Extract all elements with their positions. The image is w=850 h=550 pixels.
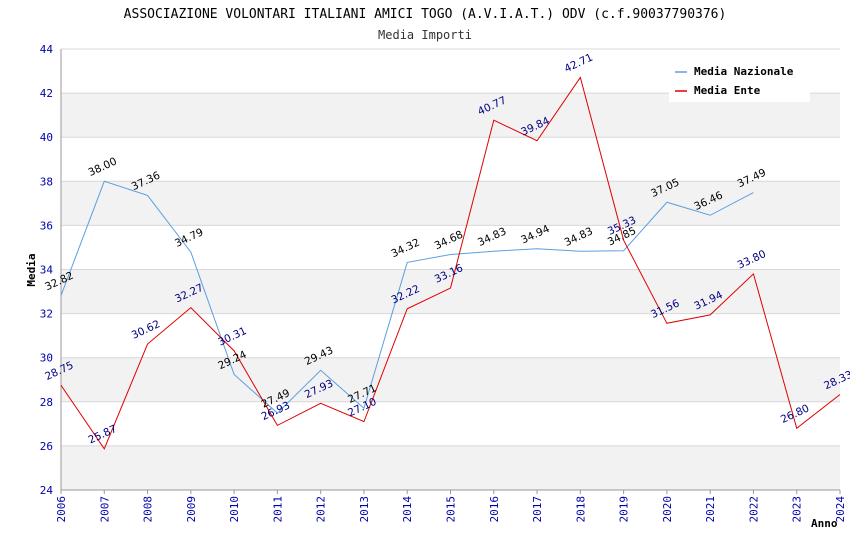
- chart-title: ASSOCIAZIONE VOLONTARI ITALIANI AMICI TO…: [124, 7, 727, 22]
- x-axis-ticks: 2006 2007 2008 2009 2010 2011 2012 2013 2014 2015…: [55, 496, 847, 523]
- y-tick-label: 28: [40, 396, 53, 409]
- x-tick-label: 2019: [618, 496, 631, 523]
- plot-band: [61, 445, 840, 490]
- series-lines: [60, 76, 841, 450]
- legend: Media Nazionale Media Ente: [669, 60, 810, 102]
- data-label-nazionale: 34.83: [476, 225, 508, 249]
- series-line-nazionale: [60, 180, 754, 414]
- x-tick-label: 2018: [574, 496, 587, 523]
- plot-band: [61, 181, 840, 226]
- legend-label-ente: Media Ente: [694, 84, 761, 97]
- data-label-nazionale: 34.83: [563, 225, 595, 249]
- data-label-ente: 30.62: [130, 318, 162, 342]
- y-tick-label: 24: [40, 484, 54, 497]
- x-tick-label: 2023: [791, 496, 804, 523]
- data-label-ente: 33.80: [736, 248, 768, 272]
- y-tick-label: 36: [40, 219, 53, 232]
- plot-bands: [61, 93, 840, 490]
- data-label-nazionale: 38.00: [86, 155, 118, 179]
- y-axis-label: Media: [25, 253, 38, 286]
- data-label-ente: 30.31: [216, 325, 248, 349]
- data-label-ente: 25.87: [86, 423, 118, 447]
- x-tick-label: 2013: [358, 496, 371, 523]
- chart-subtitle: Media Importi: [378, 28, 472, 42]
- plot-band: [61, 357, 840, 402]
- data-label-ente: 42.71: [563, 52, 595, 76]
- y-tick-label: 44: [40, 43, 54, 56]
- plot-band: [61, 269, 840, 314]
- x-tick-label: 2021: [704, 496, 717, 523]
- x-axis-label: Anno: [811, 517, 838, 530]
- y-tick-label: 40: [40, 131, 53, 144]
- legend-label-nazionale: Media Nazionale: [694, 65, 794, 78]
- series-line-ente: [60, 76, 841, 450]
- data-label-nazionale: 34.32: [389, 237, 421, 261]
- x-tick-label: 2010: [228, 496, 241, 523]
- x-tick-label: 2012: [315, 496, 328, 523]
- x-tick-label: 2017: [531, 496, 544, 523]
- legend-box: [669, 60, 810, 102]
- y-tick-label: 34: [40, 264, 54, 277]
- grid-lines: [61, 48, 840, 491]
- x-tick-label: 2022: [747, 496, 760, 523]
- x-tick-label: 2024: [834, 496, 847, 523]
- x-tick-label: 2015: [445, 496, 458, 523]
- x-tick-label: 2009: [185, 496, 198, 523]
- x-tick-label: 2020: [661, 496, 674, 523]
- data-label-nazionale: 34.79: [173, 226, 205, 250]
- axes: [60, 49, 841, 494]
- x-tick-label: 2014: [401, 496, 414, 523]
- x-tick-label: 2007: [98, 496, 111, 523]
- y-tick-label: 38: [40, 175, 53, 188]
- y-tick-label: 42: [40, 87, 53, 100]
- data-label-nazionale: 34.94: [519, 223, 552, 247]
- y-tick-label: 26: [40, 440, 53, 453]
- x-tick-label: 2011: [271, 496, 284, 523]
- y-tick-label: 32: [40, 308, 53, 321]
- y-axis-ticks: 24 26 28 30 32 34 36 38 40 42 44: [40, 43, 54, 497]
- y-tick-label: 30: [40, 352, 53, 365]
- x-tick-label: 2008: [142, 496, 155, 523]
- x-tick-label: 2006: [55, 496, 68, 523]
- x-tick-label: 2016: [488, 496, 501, 523]
